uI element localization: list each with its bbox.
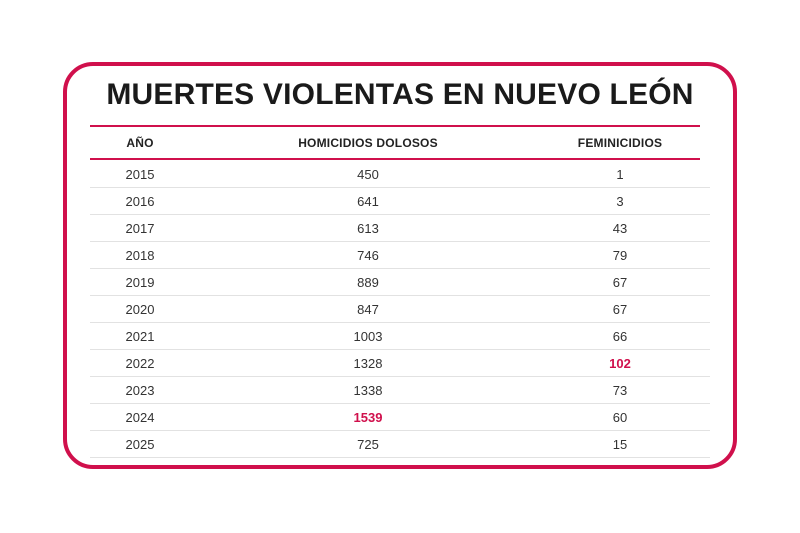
table-row: 2015 450 1 [90, 161, 710, 188]
cell-feminicidios: 66 [612, 329, 628, 344]
cell-feminicidios: 79 [612, 248, 628, 263]
cell-feminicidios: 73 [612, 383, 628, 398]
cell-year: 2017 [125, 221, 155, 236]
header-homicidios: HOMICIDIOS DOLOSOS [298, 136, 438, 150]
header-year: AÑO [126, 136, 154, 150]
cell-year: 2025 [125, 437, 155, 452]
table-row: 2016 641 3 [90, 188, 710, 215]
cell-feminicidios: 15 [612, 437, 628, 452]
table-row: 2023 1338 73 [90, 377, 710, 404]
cell-homicidios: 847 [357, 302, 379, 317]
cell-homicidios: 450 [357, 167, 379, 182]
table-title: MUERTES VIOLENTAS EN NUEVO LEÓN [106, 78, 694, 111]
cell-year: 2015 [125, 167, 155, 182]
cell-feminicidios: 67 [612, 302, 628, 317]
table-row: 2022 1328 102 [90, 350, 710, 377]
cell-feminicidios: 102 [609, 356, 631, 371]
cell-feminicidios: 3 [616, 194, 624, 209]
cell-year: 2020 [125, 302, 155, 317]
cell-homicidios: 1003 [353, 329, 383, 344]
cell-year: 2019 [125, 275, 155, 290]
cell-year: 2021 [125, 329, 155, 344]
cell-homicidios: 889 [357, 275, 379, 290]
table-row: 2018 746 79 [90, 242, 710, 269]
table-row: 2020 847 67 [90, 296, 710, 323]
cell-year: 2018 [125, 248, 155, 263]
table-row: 2021 1003 66 [90, 323, 710, 350]
table-row: 2017 613 43 [90, 215, 710, 242]
cell-homicidios: 641 [357, 194, 379, 209]
header-rule [90, 158, 700, 160]
cell-homicidios: 613 [357, 221, 379, 236]
cell-year: 2016 [125, 194, 155, 209]
cell-homicidios: 746 [357, 248, 379, 263]
top-rule [90, 125, 700, 127]
cell-feminicidios: 67 [612, 275, 628, 290]
cell-homicidios: 725 [357, 437, 379, 452]
cell-feminicidios: 43 [612, 221, 628, 236]
cell-homicidios: 1539 [353, 410, 383, 425]
header-feminicidios: FEMINICIDIOS [577, 136, 663, 150]
cell-feminicidios: 60 [612, 410, 628, 425]
cell-year: 2022 [125, 356, 155, 371]
cell-homicidios: 1328 [353, 356, 383, 371]
cell-year: 2024 [125, 410, 155, 425]
table-card [63, 62, 737, 469]
cell-year: 2023 [125, 383, 155, 398]
cell-feminicidios: 1 [616, 167, 624, 182]
table-row: 2025 725 15 [90, 431, 710, 458]
table-row: 2019 889 67 [90, 269, 710, 296]
cell-homicidios: 1338 [353, 383, 383, 398]
table-row: 2024 1539 60 [90, 404, 710, 431]
